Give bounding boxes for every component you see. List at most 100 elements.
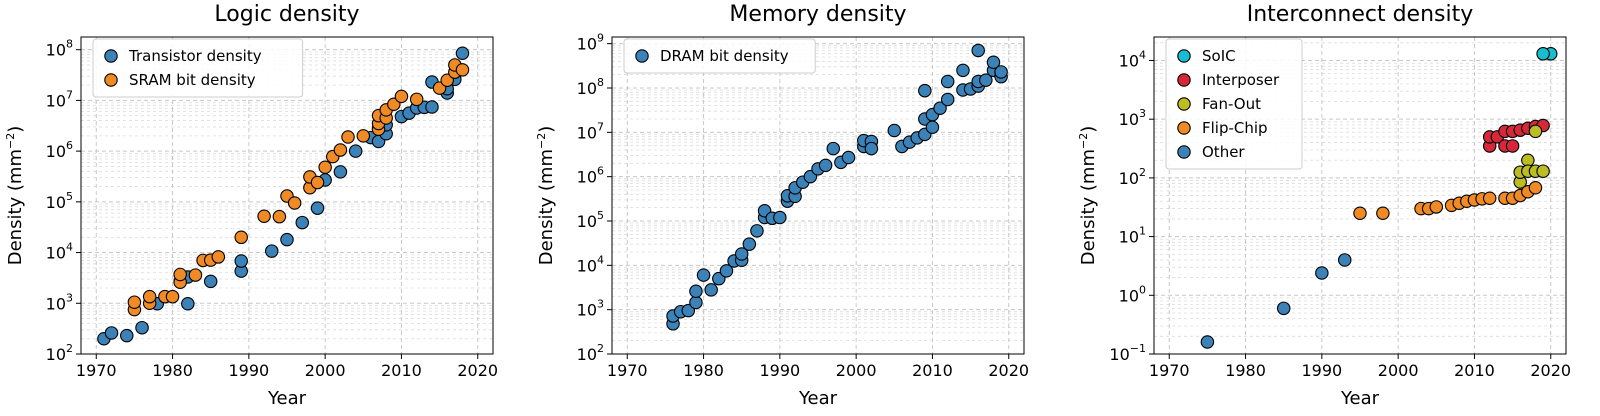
data-point bbox=[356, 129, 371, 143]
y-tick-label: 107 bbox=[46, 88, 73, 110]
data-point bbox=[409, 92, 424, 107]
data-point bbox=[940, 74, 955, 89]
legend-marker bbox=[1177, 145, 1191, 159]
chart-title: Memory density bbox=[729, 2, 906, 27]
legend: Transistor density SRAM bit density bbox=[92, 38, 304, 98]
data-point bbox=[956, 63, 970, 78]
data-point bbox=[1276, 301, 1291, 316]
data-point bbox=[971, 43, 985, 58]
y-tick-label: 103 bbox=[577, 298, 604, 320]
legend: SoIC Interposer Fan-Out Flip-Chip Other bbox=[1165, 38, 1303, 170]
y-tick-label: 105 bbox=[46, 190, 73, 212]
y-tick-label: 103 bbox=[46, 291, 73, 313]
legend-marker bbox=[104, 49, 118, 63]
data-point bbox=[773, 210, 787, 225]
data-point bbox=[979, 73, 993, 87]
data-point bbox=[681, 303, 696, 318]
data-point bbox=[841, 150, 856, 165]
data-point bbox=[1482, 191, 1497, 205]
data-point bbox=[1505, 139, 1520, 153]
y-tick-label: 107 bbox=[577, 120, 604, 142]
legend-marker bbox=[1177, 97, 1191, 111]
data-point bbox=[257, 209, 271, 223]
legend-label: DRAM bit density bbox=[660, 47, 789, 65]
legend-marker bbox=[1177, 73, 1191, 87]
data-point bbox=[818, 158, 833, 173]
chart-panel-2: 102 103 104 105 106 107 108 109 1970 1980 1990 2000… bbox=[535, 2, 1029, 409]
chart-panel-3: 10−1 100 101 102 103 104 1970 1980 1990 2000 2010 2… bbox=[1077, 2, 1571, 409]
data-point bbox=[135, 320, 149, 335]
plot-frame bbox=[80, 36, 494, 355]
legend-marker bbox=[1177, 49, 1191, 63]
y-tick-label: 109 bbox=[577, 32, 604, 54]
data-point bbox=[203, 274, 218, 289]
x-tick-label: 2000 bbox=[836, 361, 877, 380]
series-fan-out bbox=[1513, 124, 1550, 189]
y-tick-label: 102 bbox=[1119, 166, 1146, 188]
series-other bbox=[1200, 253, 1352, 349]
data-point bbox=[933, 101, 947, 115]
data-point bbox=[1200, 335, 1215, 349]
data-point bbox=[272, 209, 287, 224]
data-point bbox=[1315, 266, 1329, 280]
legend-box bbox=[1165, 38, 1303, 170]
series-sram-bit-density bbox=[127, 58, 470, 317]
data-point bbox=[455, 46, 470, 61]
x-tick-label: 1970 bbox=[1149, 361, 1190, 380]
data-point bbox=[750, 224, 764, 238]
data-point bbox=[940, 92, 955, 107]
data-point bbox=[173, 267, 187, 282]
x-axis-label: Year bbox=[267, 388, 307, 409]
x-axis-label: Year bbox=[1340, 388, 1380, 409]
x-tick-label: 2020 bbox=[457, 361, 498, 380]
x-tick-label: 1980 bbox=[1225, 361, 1266, 380]
legend-label: Fan-Out bbox=[1202, 95, 1261, 113]
minor-gridlines bbox=[612, 45, 1024, 342]
data-point bbox=[719, 264, 734, 278]
legend-label: Interposer bbox=[1202, 71, 1280, 89]
legend-box bbox=[623, 38, 816, 74]
data-point bbox=[188, 268, 203, 282]
data-point bbox=[333, 165, 348, 179]
x-tick-label: 1980 bbox=[683, 361, 724, 380]
legend-box bbox=[92, 38, 304, 98]
data-point bbox=[704, 283, 718, 297]
data-point bbox=[310, 175, 325, 190]
x-tick-label: 1980 bbox=[152, 361, 193, 380]
data-point bbox=[264, 244, 279, 258]
x-tick-label: 1990 bbox=[228, 361, 269, 380]
data-point bbox=[864, 141, 879, 156]
data-point bbox=[1337, 253, 1352, 267]
legend-label: SRAM bit density bbox=[129, 71, 256, 89]
series-soic bbox=[1536, 47, 1558, 61]
x-tick-label: 2020 bbox=[1530, 361, 1571, 380]
y-axis-label: Density (mm−2) bbox=[4, 126, 26, 266]
y-tick-label: 102 bbox=[577, 342, 604, 364]
data-point bbox=[318, 160, 332, 175]
data-point bbox=[696, 268, 711, 282]
data-point bbox=[918, 83, 932, 98]
x-tick-label: 2010 bbox=[381, 361, 422, 380]
data-point bbox=[1536, 164, 1550, 178]
data-point bbox=[455, 63, 470, 77]
data-point bbox=[280, 232, 294, 247]
data-point bbox=[925, 120, 940, 135]
data-point bbox=[1528, 124, 1543, 139]
data-point bbox=[394, 89, 409, 104]
x-tick-label: 2010 bbox=[1454, 361, 1495, 380]
y-tick-label: 104 bbox=[577, 253, 604, 275]
legend-marker bbox=[104, 73, 118, 87]
data-point bbox=[234, 254, 248, 268]
data-point bbox=[211, 250, 226, 264]
data-point bbox=[104, 326, 119, 340]
plot-frame bbox=[1153, 36, 1567, 355]
legend-label: Flip-Chip bbox=[1202, 119, 1268, 137]
legend-label: Other bbox=[1202, 143, 1245, 161]
data-point bbox=[181, 296, 195, 311]
data-point bbox=[994, 65, 1008, 79]
data-point bbox=[348, 144, 363, 158]
y-tick-label: 108 bbox=[577, 76, 604, 98]
legend: DRAM bit density bbox=[623, 38, 816, 74]
chart-title: Interconnect density bbox=[1247, 2, 1474, 27]
y-tick-label: 102 bbox=[46, 342, 73, 364]
